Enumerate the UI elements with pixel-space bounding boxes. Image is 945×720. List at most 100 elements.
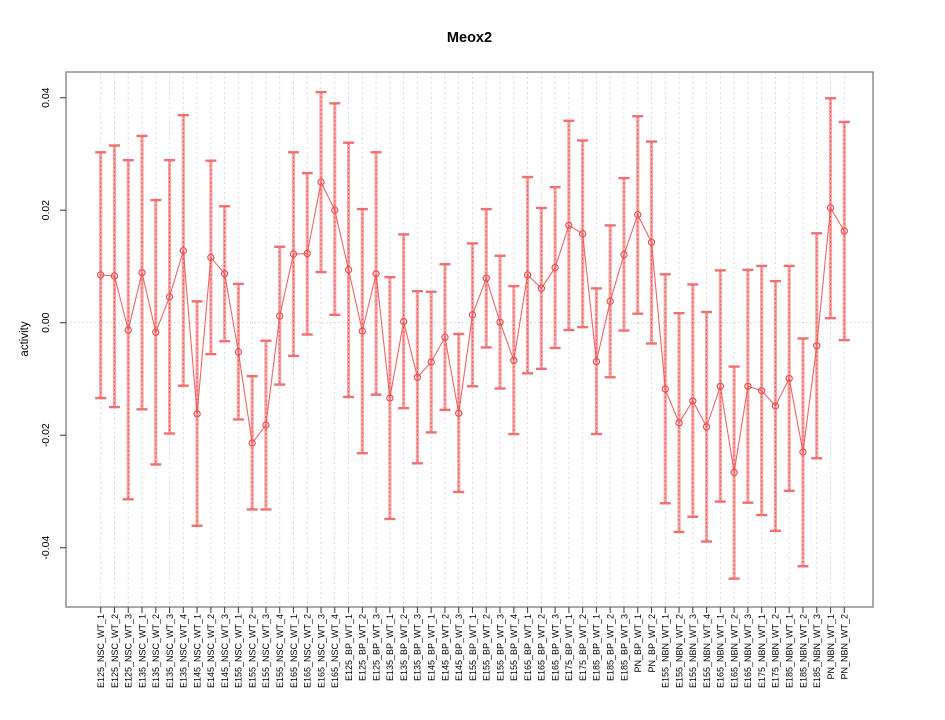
data-point [647, 238, 656, 246]
x-tick-label: E135_NSC_WT_1 [137, 614, 147, 688]
data-point [689, 397, 697, 405]
data-point [592, 357, 601, 366]
data-point [303, 249, 311, 258]
data-point [634, 211, 642, 219]
x-tick-label: E155_BP_WT_2 [482, 614, 492, 681]
x-tick-label: E175_NBN_WT_2 [771, 614, 781, 688]
x-tick-label: E145_NSC_WT_3 [220, 614, 230, 688]
data-point [179, 247, 187, 255]
data-point [97, 271, 105, 279]
data-point [152, 328, 160, 336]
data-point [551, 263, 559, 272]
x-tick-label: E135_BP_WT_3 [413, 614, 423, 681]
x-tick-label: E145_BP_WT_2 [440, 614, 450, 681]
x-tick-label: E175_BP_WT_1 [564, 614, 574, 681]
x-tick-label: E165_NSC_WT_1 [289, 614, 299, 688]
data-point [358, 327, 367, 335]
x-tick-label: E165_NBN_WT_3 [743, 614, 753, 688]
x-tick-label: E165_NBN_WT_2 [729, 614, 739, 688]
data-point [262, 421, 270, 429]
data-point [482, 274, 490, 282]
data-point [427, 358, 435, 366]
data-point [248, 439, 256, 447]
x-tick-label: E155_NSC_WT_3 [261, 614, 271, 688]
x-tick-label: E185_BP_WT_1 [592, 614, 602, 681]
data-point [496, 318, 504, 326]
x-tick-label: E125_NSC_WT_2 [110, 614, 120, 688]
x-tick-label: PN_BP_WT_2 [647, 614, 657, 673]
data-point [110, 272, 119, 280]
x-tick-label: E155_BP_WT_3 [495, 614, 505, 681]
x-tick-label: E165_NSC_WT_3 [316, 614, 326, 688]
x-tick-label: E125_BP_WT_2 [358, 614, 368, 681]
data-point [510, 356, 518, 365]
y-tick-label: -0.02 [40, 423, 52, 447]
x-tick-label: E145_BP_WT_3 [454, 614, 464, 681]
data-point [744, 382, 752, 390]
x-tick-label: E155_NBN_WT_3 [688, 614, 698, 688]
y-tick-label: 0.02 [40, 200, 52, 221]
data-point [757, 387, 766, 395]
data-point [220, 270, 229, 278]
x-tick-label: E125_NSC_WT_1 [96, 614, 106, 688]
data-line [100, 180, 845, 473]
data-point [441, 333, 449, 342]
data-point [289, 250, 298, 258]
x-tick-label: E155_NSC_WT_2 [247, 614, 257, 688]
x-tick-label: E135_BP_WT_1 [385, 614, 395, 681]
data-point [386, 394, 394, 402]
data-point [317, 178, 325, 186]
data-point [785, 374, 793, 383]
x-tick-label: E145_NSC_WT_1 [192, 614, 202, 688]
x-tick-label: E185_BP_WT_2 [605, 614, 615, 681]
data-point [702, 423, 711, 431]
data-point [771, 402, 780, 410]
x-tick-label: E135_BP_WT_2 [399, 614, 409, 681]
x-tick-label: E135_NSC_WT_4 [179, 614, 189, 688]
x-tick-label: E155_BP_WT_4 [509, 614, 519, 681]
data-point [826, 204, 835, 212]
data-point [813, 342, 821, 350]
data-point [537, 284, 546, 293]
x-tick-label: E155_NBN_WT_1 [661, 614, 671, 688]
data-point [565, 221, 573, 230]
x-tick-label: E165_BP_WT_2 [537, 614, 547, 681]
x-tick-label: E165_BP_WT_3 [550, 614, 560, 681]
chart-title: Meox2 [446, 30, 493, 46]
x-tick-label: E185_NBN_WT_3 [812, 614, 822, 688]
x-tick-label: E185_NBN_WT_1 [785, 614, 795, 688]
x-tick-label: E125_BP_WT_1 [344, 614, 354, 681]
data-point [193, 410, 201, 418]
data-point [331, 206, 339, 214]
data-point [165, 293, 174, 301]
data-point [138, 268, 146, 277]
x-tick-label: E165_NBN_WT_1 [716, 614, 726, 688]
data-point [344, 266, 353, 274]
x-tick-label: E125_BP_WT_3 [371, 614, 381, 681]
plot-border [65, 71, 874, 608]
x-tick-label: E175_NBN_WT_1 [757, 614, 767, 688]
data-point [675, 419, 683, 427]
data-point [207, 253, 215, 262]
data-point [578, 230, 587, 238]
data-point [661, 385, 669, 393]
x-tick-label: E155_NBN_WT_4 [702, 614, 712, 688]
x-tick-label: E155_NBN_WT_2 [674, 614, 684, 688]
data-point [455, 409, 463, 417]
x-tick-label: E145_BP_WT_1 [426, 614, 436, 681]
x-tick-label: E165_NSC_WT_2 [303, 614, 313, 688]
x-tick-label: E185_NBN_WT_2 [798, 614, 808, 688]
data-point [234, 348, 243, 356]
data-point [606, 297, 614, 306]
x-tick-label: E125_NSC_WT_3 [124, 614, 134, 688]
data-point [716, 382, 725, 390]
x-tick-label: E155_NSC_WT_1 [234, 614, 244, 688]
x-tick-label: E155_NSC_WT_4 [275, 614, 285, 688]
y-tick-label: 0.04 [40, 87, 52, 108]
data-point [730, 468, 738, 477]
x-tick-label: PN_NBN_WT_2 [840, 614, 850, 680]
x-tick-label: PN_BP_WT_1 [633, 614, 643, 673]
data-point [523, 271, 532, 279]
